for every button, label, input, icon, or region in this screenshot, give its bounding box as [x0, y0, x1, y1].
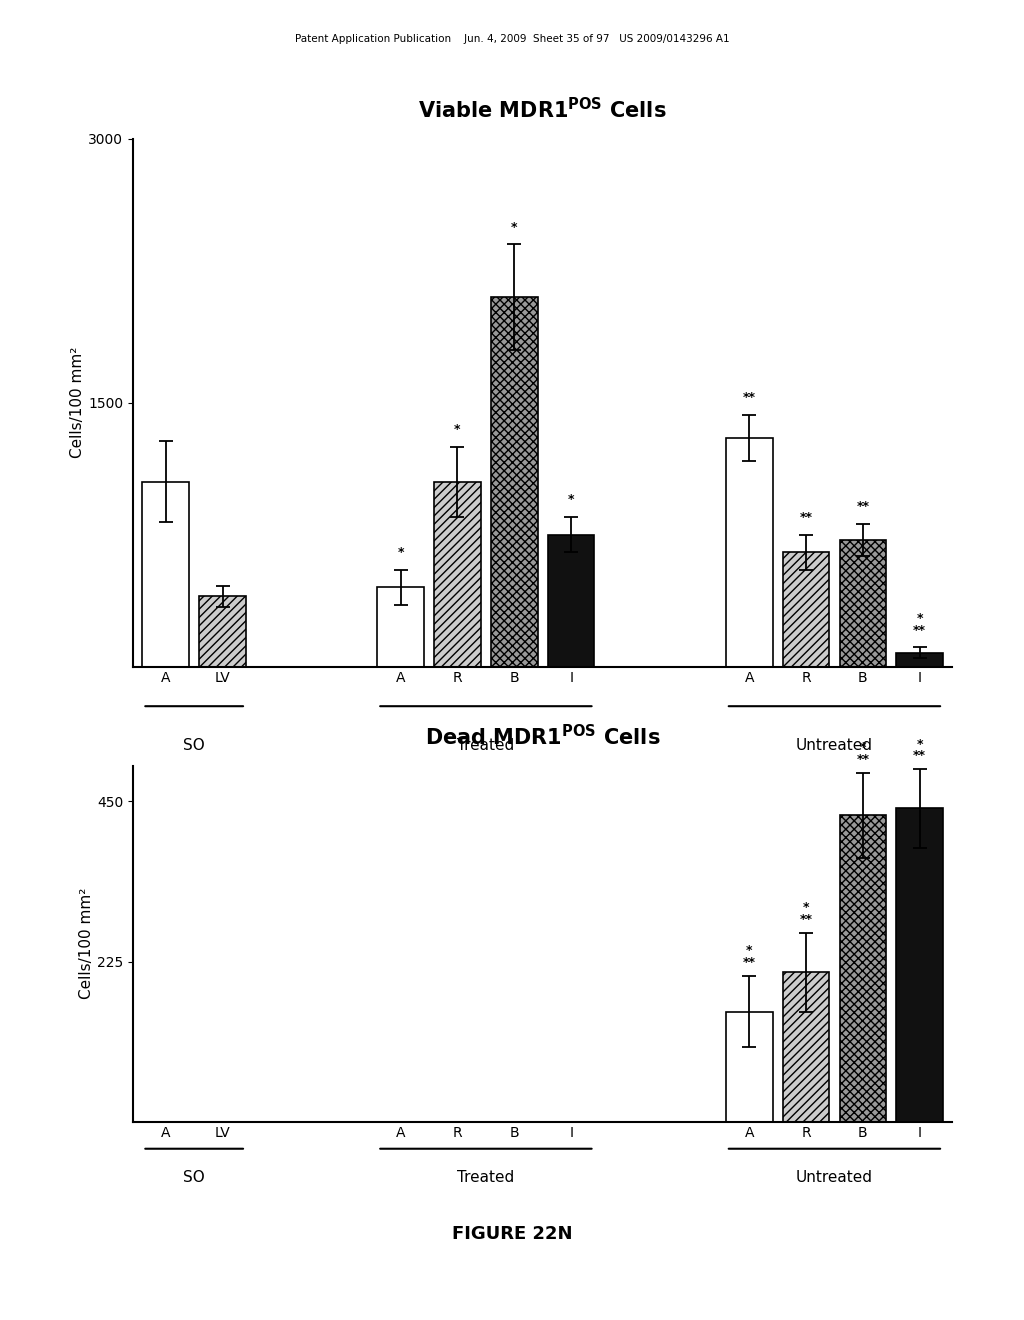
Text: SO: SO — [183, 738, 205, 752]
Bar — [548, 535, 595, 667]
Text: *
**: * ** — [856, 741, 869, 766]
Y-axis label: Cells/100 mm²: Cells/100 mm² — [80, 888, 94, 999]
Bar — [726, 1011, 772, 1122]
Bar — [840, 816, 886, 1122]
Text: Untreated: Untreated — [796, 1170, 872, 1185]
Bar — [490, 297, 538, 667]
Bar — [782, 973, 829, 1122]
Bar — [896, 652, 943, 667]
Text: **: ** — [800, 511, 812, 524]
Text: SO: SO — [183, 1170, 205, 1185]
Text: **: ** — [856, 500, 869, 513]
Text: Treated: Treated — [458, 738, 514, 752]
Text: **: ** — [742, 391, 756, 404]
Text: *
**: * ** — [800, 902, 812, 925]
Bar — [434, 482, 481, 667]
Text: *
**: * ** — [913, 612, 926, 636]
Text: FIGURE 22N: FIGURE 22N — [452, 1225, 572, 1243]
Text: *: * — [455, 422, 461, 436]
Y-axis label: Cells/100 mm²: Cells/100 mm² — [71, 347, 85, 458]
Text: *
**: * ** — [913, 738, 926, 762]
Title: Viable MDR1$^{\mathbf{POS}}$ Cells: Viable MDR1$^{\mathbf{POS}}$ Cells — [419, 96, 667, 121]
Bar — [142, 482, 189, 667]
Bar — [896, 808, 943, 1122]
Bar — [378, 587, 424, 667]
Text: Patent Application Publication    Jun. 4, 2009  Sheet 35 of 97   US 2009/0143296: Patent Application Publication Jun. 4, 2… — [295, 34, 729, 45]
Title: Dead MDR1$^{\mathbf{POS}}$ Cells: Dead MDR1$^{\mathbf{POS}}$ Cells — [425, 723, 660, 748]
Text: *: * — [568, 494, 574, 507]
Text: Untreated: Untreated — [796, 738, 872, 752]
Bar — [726, 438, 772, 667]
Bar — [200, 597, 246, 667]
Text: *: * — [511, 220, 517, 234]
Text: *: * — [397, 546, 403, 560]
Text: *
**: * ** — [742, 944, 756, 969]
Bar — [782, 552, 829, 667]
Text: Treated: Treated — [458, 1170, 514, 1185]
Bar — [840, 540, 886, 667]
